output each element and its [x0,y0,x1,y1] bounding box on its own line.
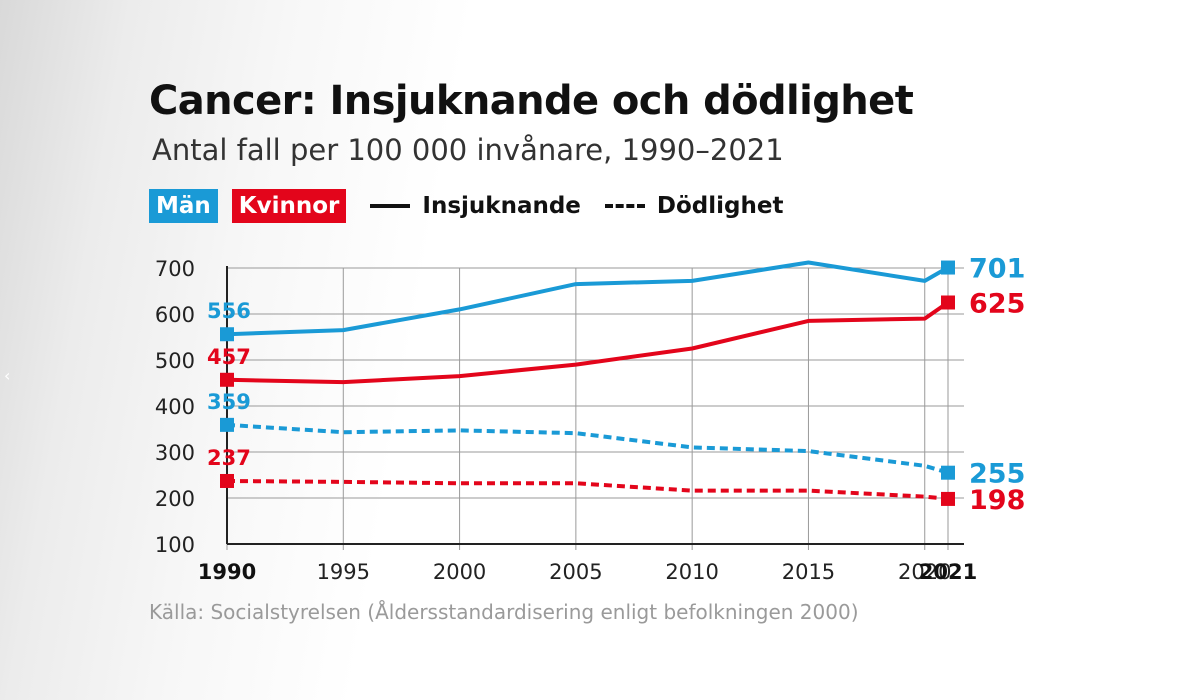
x-tick-label: 2020 [898,560,951,584]
x-tick-label: 2015 [782,560,835,584]
start-value-label: 556 [207,299,251,323]
legend-solid-line-swatch [370,204,411,208]
series-end-marker [941,260,955,275]
series-line [226,478,949,501]
y-tick-label: 100 [155,533,195,557]
series-start-marker [220,327,234,342]
end-value-label: 198 [969,485,1025,516]
series-start-marker [220,372,234,387]
series-end-marker [941,295,955,310]
x-tick-label: 2010 [665,560,718,584]
series-end-marker [941,491,955,506]
y-tick-label: 300 [155,441,195,465]
series-end-marker [941,465,955,480]
legend-women: Kvinnor [231,189,347,223]
y-tick-label: 500 [155,349,195,373]
series-line [226,260,949,337]
legend-incidence: Insjuknande [422,193,581,219]
series-line [226,422,949,475]
end-value-label: 625 [969,289,1025,320]
start-value-label: 457 [207,345,251,369]
y-tick-label: 200 [155,487,195,511]
x-tick-label: 2000 [433,560,486,584]
end-value-label: 255 [969,459,1025,490]
legend-mortality: Dödlighet [656,193,784,219]
x-tick-label: 2021 [919,560,977,584]
y-tick-label: 700 [155,257,195,281]
x-tick-label: 1990 [198,560,256,584]
legend-dashed-line-swatch [604,204,645,208]
legend-men: Män [149,189,218,223]
series-line [226,300,950,385]
start-value-label: 359 [207,390,251,414]
chart-source: Källa: Socialstyrelsen (Åldersstandardis… [149,600,859,624]
start-value-label: 237 [207,446,251,470]
x-tick-label: 1995 [317,560,370,584]
series-start-marker [220,417,234,432]
x-tick-label: 2005 [549,560,602,584]
end-value-label: 701 [969,254,1025,285]
y-tick-label: 400 [155,395,195,419]
chart-subtitle: Antal fall per 100 000 invånare, 1990–20… [152,133,784,167]
legend: Män Kvinnor Insjuknande Dödlighet [149,188,783,224]
y-tick-label: 600 [155,303,195,327]
series-start-marker [220,473,234,488]
chart-title: Cancer: Insjuknande och dödlighet [149,78,914,124]
chevron-left-icon[interactable]: ‹ [4,366,11,385]
